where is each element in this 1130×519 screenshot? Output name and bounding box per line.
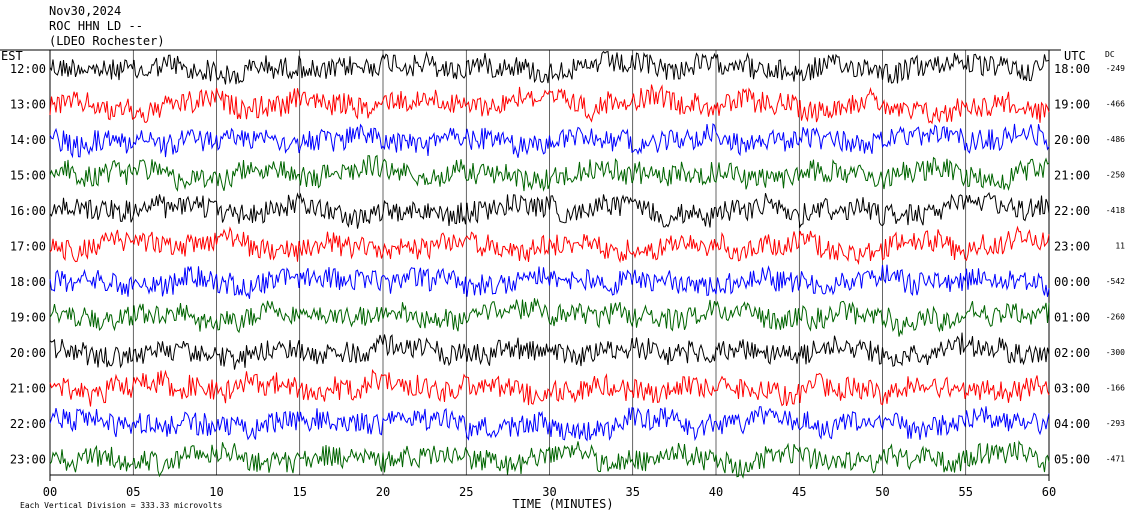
- x-tick-label: 55: [959, 485, 973, 499]
- utc-time-label: 21:00: [1054, 169, 1090, 183]
- trace-line: [49, 154, 1050, 192]
- utc-time-label: 22:00: [1054, 204, 1090, 218]
- x-tick-label: 50: [875, 485, 889, 499]
- x-tick-label: 45: [792, 485, 806, 499]
- dc-value-label: -249: [1106, 64, 1125, 73]
- est-time-label: 18:00: [10, 275, 46, 289]
- trace-line: [49, 368, 1050, 407]
- header-date: Nov30,2024: [49, 4, 122, 18]
- utc-time-label: 19:00: [1054, 98, 1090, 112]
- utc-time-label: 00:00: [1054, 275, 1090, 289]
- est-time-label: 20:00: [10, 346, 46, 360]
- utc-time-label: 23:00: [1054, 240, 1090, 254]
- trace-line: [49, 264, 1050, 299]
- x-tick-label: 15: [293, 485, 307, 499]
- x-tick-label: 60: [1042, 485, 1056, 499]
- trace-line: [49, 332, 1050, 370]
- header-station: ROC HHN LD --: [49, 19, 143, 33]
- dc-value-label: 11: [1115, 242, 1125, 251]
- dc-value-labels: -249 -466 -486 -250 -418 11 -542 -260 -300 -166 -2…: [1106, 64, 1125, 464]
- dc-value-label: -418: [1106, 206, 1125, 215]
- est-time-label: 23:00: [10, 453, 46, 467]
- dc-value-label: -166: [1106, 384, 1125, 393]
- trace-line: [49, 84, 1050, 125]
- utc-time-label: 01:00: [1054, 311, 1090, 325]
- trace-line: [49, 50, 1050, 85]
- dc-value-label: -466: [1106, 100, 1125, 109]
- est-time-label: 15:00: [10, 169, 46, 183]
- utc-time-label: 18:00: [1054, 62, 1090, 76]
- x-axis-ticks: 00 05 10 15 20 25 30 35 40 45 50 55 60: [43, 485, 1056, 499]
- est-time-label: 12:00: [10, 62, 46, 76]
- x-tick-label: 30: [542, 485, 556, 499]
- est-time-label: 21:00: [10, 382, 46, 396]
- utc-time-label: 20:00: [1054, 133, 1090, 147]
- x-tick-label: 20: [376, 485, 390, 499]
- est-time-label: 22:00: [10, 417, 46, 431]
- x-tick-label: 40: [709, 485, 723, 499]
- x-tick-label: 35: [626, 485, 640, 499]
- dc-value-label: -542: [1106, 277, 1125, 286]
- x-tick-label: 25: [459, 485, 473, 499]
- x-tick-label: 05: [126, 485, 140, 499]
- dc-value-label: -260: [1106, 313, 1125, 322]
- est-time-label: 14:00: [10, 133, 46, 147]
- trace-line: [49, 406, 1050, 442]
- dc-label: DC: [1105, 50, 1115, 59]
- scale-note: Each Vertical Division = 333.33 microvol…: [20, 501, 222, 510]
- est-time-label: 19:00: [10, 311, 46, 325]
- utc-time-label: 02:00: [1054, 346, 1090, 360]
- trace-line: [49, 440, 1050, 479]
- trace-line: [49, 123, 1050, 159]
- right-timezone-label: UTC: [1064, 49, 1086, 63]
- x-tick-label: 10: [209, 485, 223, 499]
- utc-time-label: 04:00: [1054, 417, 1090, 431]
- dc-value-label: -471: [1106, 455, 1125, 464]
- dc-value-label: -300: [1106, 348, 1125, 357]
- plot-grid: [0, 49, 1061, 481]
- utc-time-labels: 18:00 19:00 20:00 21:00 22:00 23:00 00:00 01:00…: [1054, 62, 1090, 467]
- dc-value-label: -293: [1106, 419, 1125, 428]
- est-time-labels: 12:00 13:00 14:00 15:00 16:00 17:00 18:00 19:00…: [10, 62, 46, 467]
- seismogram-traces: [49, 50, 1050, 479]
- utc-time-label: 03:00: [1054, 382, 1090, 396]
- trace-line: [49, 298, 1050, 337]
- x-axis-label: TIME (MINUTES): [512, 497, 613, 511]
- dc-value-label: -486: [1106, 135, 1125, 144]
- left-timezone-label: EST: [1, 49, 23, 63]
- est-time-label: 13:00: [10, 98, 46, 112]
- est-time-label: 16:00: [10, 204, 46, 218]
- trace-line: [49, 191, 1050, 229]
- dc-value-label: -250: [1106, 171, 1125, 180]
- trace-line: [49, 225, 1050, 266]
- header-location: (LDEO Rochester): [49, 34, 165, 48]
- utc-time-label: 05:00: [1054, 453, 1090, 467]
- x-tick-label: 00: [43, 485, 57, 499]
- est-time-label: 17:00: [10, 240, 46, 254]
